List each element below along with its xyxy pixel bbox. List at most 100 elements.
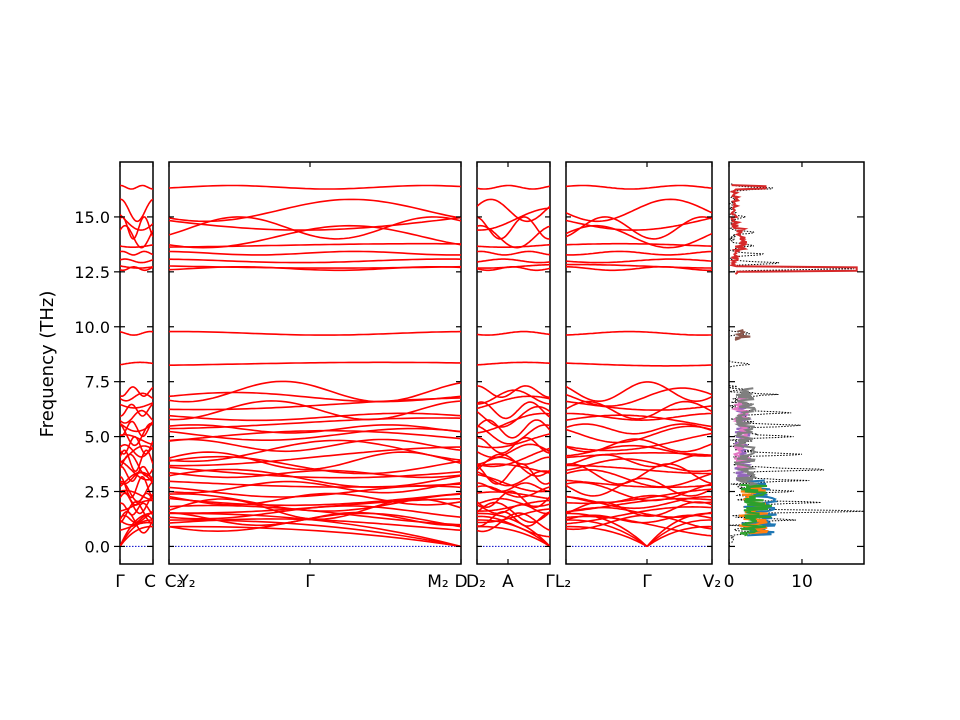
phonon-band: [120, 476, 153, 499]
acoustic-branch: [169, 525, 461, 548]
phonon-band: [120, 460, 153, 481]
phonon-band: [566, 381, 712, 402]
phonon-band: [566, 387, 712, 407]
phonon-band: [169, 216, 461, 231]
phonon-band: [477, 436, 550, 454]
phonon-band: [120, 386, 153, 397]
phonon-band: [169, 391, 461, 403]
phonon-band: [169, 265, 461, 269]
phonon-band: [169, 400, 461, 421]
phonon-band: [566, 515, 712, 537]
phonon-band: [566, 494, 712, 504]
phonon-band: [477, 385, 550, 398]
phonon-band: [477, 198, 550, 223]
phonon-band: [120, 361, 153, 366]
phonon-band: [566, 217, 712, 231]
phonon-band: [477, 501, 550, 523]
phonon-band: [120, 449, 153, 473]
acoustic-branch: [566, 519, 648, 548]
phonon-band: [120, 244, 153, 248]
phonon-band: [477, 263, 550, 269]
phonon-band: [566, 184, 712, 190]
phonon-band: [120, 433, 153, 446]
phonon-band: [120, 510, 153, 526]
phonon-band: [169, 184, 461, 190]
phonon-band: [169, 427, 461, 441]
phonon-band: [169, 468, 461, 489]
phonon-band: [566, 477, 712, 497]
phonon-band: [477, 258, 550, 264]
phonon-band: [169, 250, 461, 256]
phonon-band: [169, 424, 461, 434]
phonon-band: [169, 330, 461, 336]
phonon-band: [477, 470, 550, 487]
acoustic-branch: [646, 519, 712, 548]
phonon-band: [120, 403, 153, 417]
partial-dos: [740, 483, 773, 537]
phonon-band: [120, 490, 153, 515]
phonon-band: [120, 492, 153, 506]
phonon-band: [566, 242, 712, 247]
y-tick-label: 15.0: [74, 208, 110, 227]
phonon-band: [169, 216, 461, 240]
phonon-band: [169, 417, 461, 430]
phonon-band: [566, 479, 712, 489]
phonon-band: [566, 495, 712, 510]
phonon-band: [477, 433, 550, 449]
phonon-band: [169, 397, 461, 411]
phonon-band: [566, 469, 712, 488]
phonon-band: [477, 361, 550, 366]
phonon-band: [566, 400, 712, 420]
phonon-band: [477, 447, 550, 468]
high-symmetry-label: Γ: [115, 572, 125, 592]
phonon-band: [566, 198, 712, 223]
phonon-band: [477, 482, 550, 493]
acoustic-branch: [477, 519, 550, 548]
y-tick-label: 7.5: [85, 373, 110, 392]
y-axis-label: Frequency (THz): [37, 291, 58, 438]
phonon-band: [566, 453, 712, 468]
phonon-band: [120, 250, 153, 256]
phonon-band: [120, 402, 153, 409]
phonon-band: [477, 424, 550, 445]
phonon-band: [566, 481, 712, 502]
phonon-band: [477, 456, 550, 465]
frequency-axis: 0.0 2.5 5.0 7.5 10.0 12.5 15.0: [74, 208, 864, 556]
phonon-band: [477, 395, 550, 410]
band-panel: D₂ A Γ: [466, 161, 555, 592]
acoustic-branch: [646, 512, 712, 547]
high-symmetry-label: Γ: [305, 572, 315, 592]
partial-dos: [729, 184, 858, 275]
phonon-band: [169, 492, 461, 507]
phonon-band: [566, 425, 712, 444]
phonon-band: [169, 446, 461, 467]
phonon-band: [120, 214, 153, 231]
phonon-band: [120, 224, 153, 249]
phonon-band: [169, 492, 461, 506]
phonon-band: [120, 501, 153, 524]
phonon-band: [120, 422, 153, 433]
phonon-band: [169, 480, 461, 488]
phonon-band: [566, 250, 712, 256]
phonon-band: [566, 266, 712, 272]
acoustic-branch: [566, 512, 648, 548]
phonon-band: [120, 489, 153, 502]
phonon-band: [477, 512, 550, 533]
phonon-band: [566, 414, 712, 428]
phonon-band: [120, 184, 153, 190]
phonon-band: [477, 453, 550, 477]
phonon-band: [477, 401, 550, 420]
phonon-band: [169, 429, 461, 442]
acoustic-branch: [646, 525, 712, 548]
bands: [566, 184, 712, 548]
total-dos: [729, 181, 864, 547]
acoustic-branch: [120, 512, 153, 547]
phonon-band: [169, 466, 461, 479]
phonon-band: [477, 330, 550, 336]
y-tick-label: 0.0: [85, 537, 110, 556]
phonon-band: [169, 380, 461, 403]
high-symmetry-label: A: [502, 572, 514, 592]
